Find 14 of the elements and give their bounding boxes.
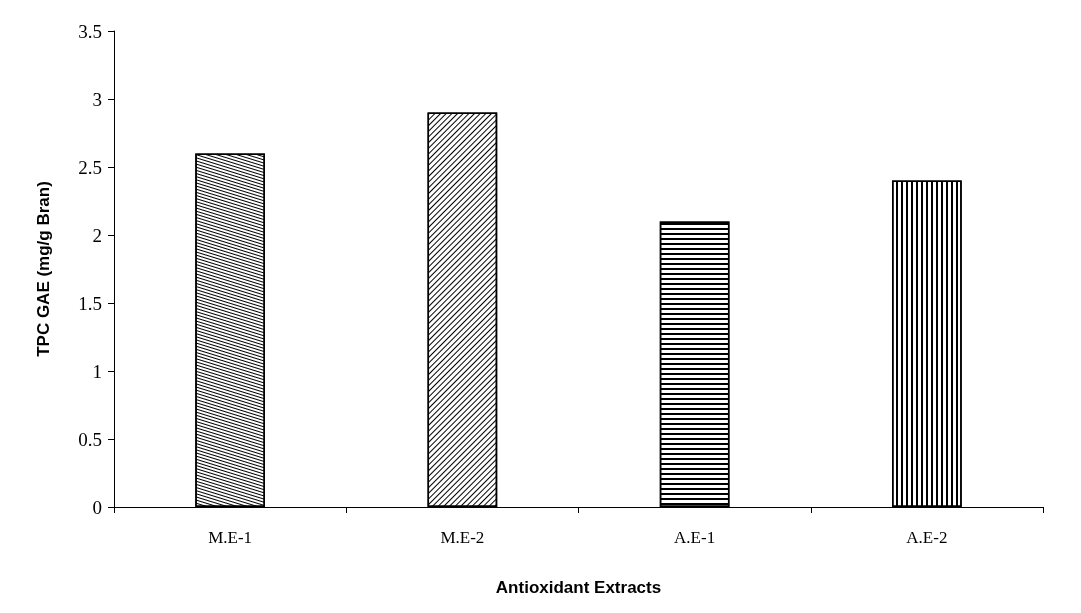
- y-tick-label: 3: [92, 88, 102, 110]
- x-tick-label: M.E-1: [208, 528, 253, 547]
- y-tick-label: 3.5: [78, 20, 102, 42]
- y-tick-label: 1.5: [78, 292, 102, 314]
- x-tick-label: M.E-2: [440, 528, 485, 547]
- y-tick-label: 2.5: [78, 156, 102, 178]
- y-tick-label: 0.5: [78, 428, 102, 450]
- x-tick-label: A.E-1: [674, 528, 716, 547]
- x-tick-label: A.E-2: [906, 528, 948, 547]
- x-axis-title: Antioxidant Extracts: [495, 578, 662, 597]
- y-tick-label: 2: [92, 224, 102, 246]
- y-tick-label: 0: [92, 496, 102, 518]
- y-axis-title: TPC GAE (mg/g Bran): [34, 181, 53, 357]
- y-tick-label: 1: [92, 360, 102, 382]
